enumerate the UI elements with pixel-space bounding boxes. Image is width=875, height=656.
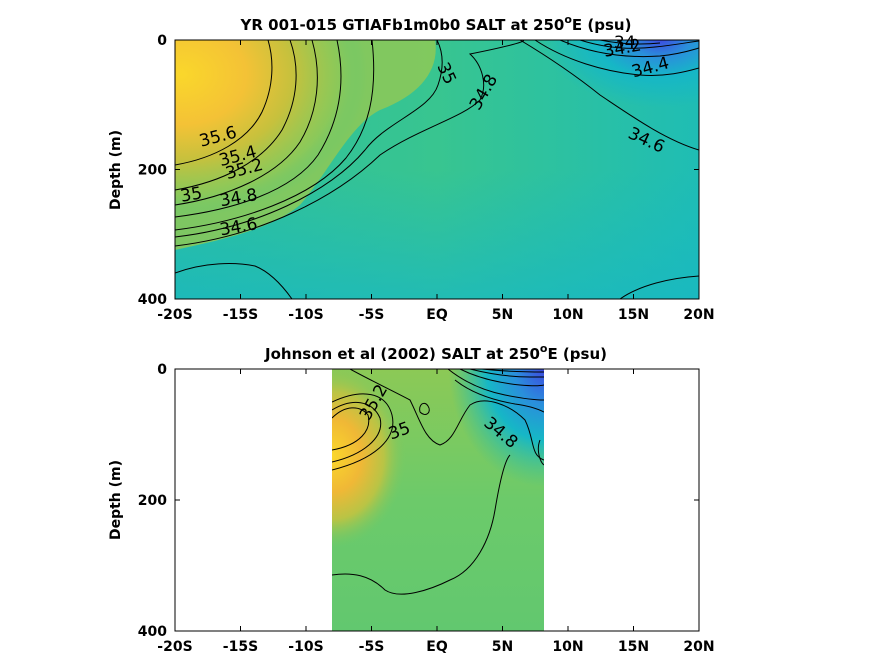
upper-panel: YR 001-015 GTIAFb1m0b0 SALT at 250oE (ps… bbox=[108, 13, 715, 323]
lower-salinity-field bbox=[332, 369, 544, 631]
x-tick-label: -20S bbox=[157, 639, 192, 655]
x-tick-label: 15N bbox=[618, 307, 649, 323]
x-tick-label: EQ bbox=[426, 639, 448, 655]
y-tick-label: 200 bbox=[138, 163, 167, 179]
contour-label: 34 bbox=[614, 33, 636, 53]
x-tick-label: 10N bbox=[552, 639, 583, 655]
x-tick-label: 5N bbox=[492, 307, 513, 323]
y-tick-label: 0 bbox=[157, 362, 167, 378]
panel1-title: YR 001-015 GTIAFb1m0b0 SALT at 250oE (ps… bbox=[240, 13, 632, 34]
lower-panel: Johnson et al (2002) SALT at 250oE (psu)… bbox=[108, 342, 715, 655]
lower-axis-ticks: -20S -15S -10S -5S EQ 5N 10N 15N 20N 0 200 400 bbox=[138, 362, 715, 655]
y-tick-label: 400 bbox=[138, 624, 167, 640]
lower-contours bbox=[332, 369, 544, 595]
x-tick-label: -15S bbox=[223, 639, 258, 655]
y-tick-label: 0 bbox=[157, 33, 167, 49]
upper-contours bbox=[175, 40, 699, 299]
upper-salinity-field bbox=[175, 40, 699, 299]
x-tick-label: 20N bbox=[683, 307, 714, 323]
y-tick-label: 200 bbox=[138, 493, 167, 509]
panel2-ylabel: Depth (m) bbox=[108, 460, 124, 540]
x-tick-label: 15N bbox=[618, 639, 649, 655]
x-tick-label: -5S bbox=[359, 307, 385, 323]
upper-axis-ticks: -20S -15S -10S -5S EQ 5N 10N 15N 20N 0 200 400 bbox=[138, 33, 715, 323]
x-tick-label: -10S bbox=[288, 307, 323, 323]
contour-label: 35 bbox=[179, 183, 204, 206]
x-tick-label: -5S bbox=[359, 639, 385, 655]
x-tick-label: 20N bbox=[683, 639, 714, 655]
x-tick-label: EQ bbox=[426, 307, 448, 323]
x-tick-label: -20S bbox=[157, 307, 192, 323]
x-tick-label: -10S bbox=[288, 639, 323, 655]
x-tick-label: 5N bbox=[492, 639, 513, 655]
panel2-title: Johnson et al (2002) SALT at 250oE (psu) bbox=[264, 342, 607, 363]
y-tick-label: 400 bbox=[138, 292, 167, 308]
x-tick-label: 10N bbox=[552, 307, 583, 323]
x-tick-label: -15S bbox=[223, 307, 258, 323]
panel1-ylabel: Depth (m) bbox=[108, 130, 124, 210]
